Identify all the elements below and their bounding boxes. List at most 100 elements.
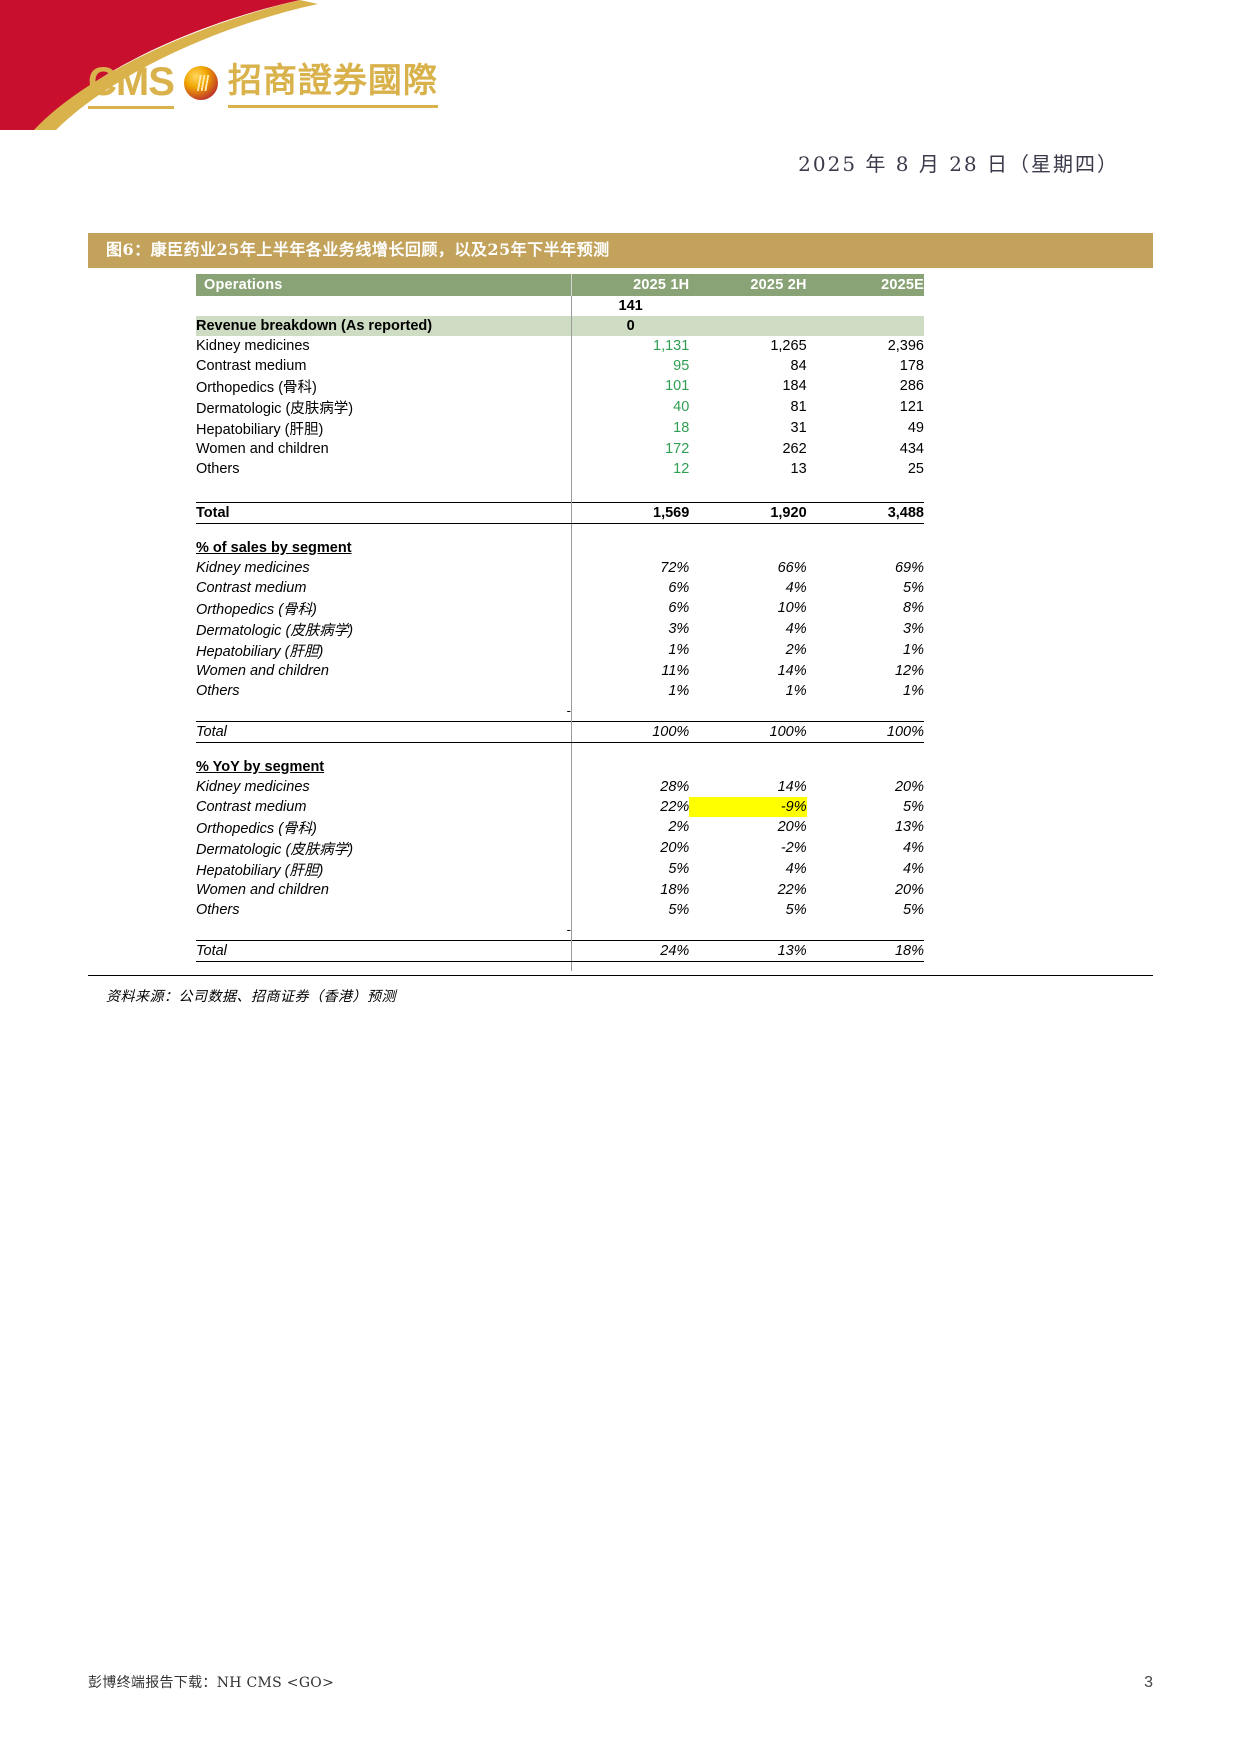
cell-2025e: 1% bbox=[903, 682, 924, 699]
page-footer: 彭博终端报告下载：NH CMS <GO> 3 bbox=[88, 1672, 1153, 1692]
cell-2025-1h: 2% bbox=[570, 816, 690, 838]
table-row: Hepatobiliary (肝胆) 1% 2% 1% bbox=[196, 639, 924, 661]
cell-2025-2h: 1,265 bbox=[770, 337, 807, 354]
cell-2025-1h: 24% bbox=[570, 939, 690, 962]
company-logo: CMS 招商證券國際 bbox=[88, 62, 438, 109]
table-row: Orthopedics (骨科) 6% 10% 8% bbox=[196, 597, 924, 619]
cell-2025-2h: 31 bbox=[790, 420, 807, 437]
spacer-row bbox=[196, 523, 924, 538]
logo-text-cn: 招商證券國際 bbox=[227, 62, 438, 108]
column-header-2025-2h: 2025 2H bbox=[689, 273, 807, 296]
table-row: Kidney medicines 72% 66% 69% bbox=[196, 557, 924, 578]
cell-2025e: 49 bbox=[907, 420, 924, 437]
cell-2025-1h: 172 bbox=[570, 438, 690, 459]
table-row: Orthopedics (骨科) 2% 20% 13% bbox=[196, 816, 924, 838]
exhibit-block: 图6：康臣药业25年上半年各业务线增长回顾，以及25年下半年预测 Operati… bbox=[88, 233, 1153, 1006]
row-label: Contrast medium bbox=[196, 579, 307, 596]
cell-2025e: 20% bbox=[894, 881, 924, 898]
cell-2025e: 12% bbox=[894, 662, 924, 679]
cell-2025-2h: 13% bbox=[689, 939, 807, 962]
cell-2025-1h: 18% bbox=[570, 879, 690, 900]
row-label: Dermatologic (皮肤病学) bbox=[196, 841, 354, 858]
table-row: Kidney medicines 1,131 1,265 2,396 bbox=[196, 335, 924, 356]
stray-value-0: 0 bbox=[570, 315, 690, 336]
cell-2025e: 18% bbox=[806, 939, 924, 962]
cell-2025-1h: 1,131 bbox=[570, 335, 690, 356]
cell-2025-1h: 72% bbox=[570, 557, 690, 578]
cell-2025-2h: 14% bbox=[777, 662, 807, 679]
source-divider bbox=[88, 974, 1153, 976]
row-label: Contrast medium bbox=[196, 357, 307, 374]
dash-row: - bbox=[196, 700, 924, 722]
cell-2025-1h: 11% bbox=[570, 660, 690, 681]
cell-2025-2h: 22% bbox=[777, 881, 807, 898]
row-label: Women and children bbox=[196, 662, 329, 679]
table-row: Kidney medicines 28% 14% 20% bbox=[196, 776, 924, 797]
cell-2025-2h: 5% bbox=[785, 901, 807, 918]
segment-breakdown-table: Operations 2025 1H 2025 2H 2025E 141 Rev… bbox=[196, 273, 924, 971]
spacer-row bbox=[196, 478, 924, 493]
cell-2025e: 3,488 bbox=[806, 501, 924, 524]
cell-2025-1h: 22% bbox=[570, 796, 690, 817]
cell-2025e: 25 bbox=[907, 460, 924, 477]
cell-2025e: 2,396 bbox=[887, 337, 924, 354]
column-header-2025-1h: 2025 1H bbox=[570, 273, 690, 296]
cell-2025-2h: 262 bbox=[782, 440, 807, 457]
table-row: Contrast medium 6% 4% 5% bbox=[196, 577, 924, 598]
cell-2025-2h: 84 bbox=[790, 357, 807, 374]
cell-2025e: 5% bbox=[903, 901, 924, 918]
cell-2025e: 20% bbox=[894, 778, 924, 795]
page-number: 3 bbox=[1144, 1674, 1153, 1691]
section-heading-pct-of-sales: % of sales by segment bbox=[196, 537, 924, 558]
row-label: Total bbox=[196, 501, 572, 524]
cell-2025e: 4% bbox=[903, 861, 924, 878]
cell-2025-2h: 4% bbox=[785, 861, 807, 878]
cell-2025-1h: 5% bbox=[570, 858, 690, 880]
section-heading-pct-yoy: % YoY by segment bbox=[196, 756, 924, 777]
cell-2025-1h: 1,569 bbox=[570, 501, 690, 524]
dash-marker: - bbox=[566, 922, 571, 938]
cell-2025-2h: 184 bbox=[782, 378, 807, 395]
table-row: Women and children 18% 22% 20% bbox=[196, 879, 924, 900]
cell-2025e: 178 bbox=[899, 357, 924, 374]
cell-2025e: 121 bbox=[899, 399, 924, 416]
spacer-row bbox=[196, 492, 924, 503]
total-row-pct-yoy: Total 24% 13% 18% bbox=[196, 939, 924, 962]
cell-2025e: 286 bbox=[899, 378, 924, 395]
row-label: Orthopedics (骨科) bbox=[196, 601, 317, 618]
table-row: Others 5% 5% 5% bbox=[196, 899, 924, 920]
column-header-2025e: 2025E bbox=[806, 273, 924, 296]
logo-text-en: CMS bbox=[88, 62, 175, 109]
row-label: Orthopedics (骨科) bbox=[196, 820, 317, 837]
table-row: Dermatologic (皮肤病学) 40 81 121 bbox=[196, 396, 924, 418]
cell-2025e: 13% bbox=[894, 819, 924, 836]
cell-2025e: 434 bbox=[899, 440, 924, 457]
spacer-row bbox=[196, 742, 924, 757]
dash-row: - bbox=[196, 919, 924, 941]
row-label: Others bbox=[196, 682, 240, 699]
cell-2025-2h: 10% bbox=[777, 600, 807, 617]
table-row: Others 1% 1% 1% bbox=[196, 680, 924, 701]
table-row: 141 bbox=[196, 295, 924, 316]
cell-2025-1h: 6% bbox=[570, 577, 690, 598]
cell-2025e: 5% bbox=[903, 798, 924, 815]
row-label: Women and children bbox=[196, 440, 329, 457]
cell-2025-1h: 6% bbox=[570, 597, 690, 619]
cell-2025-2h: 81 bbox=[790, 399, 807, 416]
table-row: Contrast medium 95 84 178 bbox=[196, 355, 924, 376]
cell-2025-1h: 100% bbox=[570, 720, 690, 743]
row-label: Contrast medium bbox=[196, 798, 307, 815]
row-label: Others bbox=[196, 460, 240, 477]
cell-2025-2h: 1% bbox=[785, 682, 807, 699]
row-label: Dermatologic (皮肤病学) bbox=[196, 400, 354, 417]
table-row: Hepatobiliary (肝胆) 18 31 49 bbox=[196, 417, 924, 439]
cell-2025e: 69% bbox=[894, 559, 924, 576]
row-label: Total bbox=[196, 939, 572, 962]
row-label: Kidney medicines bbox=[196, 337, 310, 354]
table-row: Contrast medium 22% -9% 5% bbox=[196, 796, 924, 817]
section-heading-label: % of sales by segment bbox=[196, 539, 352, 556]
cell-2025-1h: 20% bbox=[570, 837, 690, 859]
cell-2025-2h: 4% bbox=[785, 621, 807, 638]
cell-2025e: 5% bbox=[903, 579, 924, 596]
table-row: Orthopedics (骨科) 101 184 286 bbox=[196, 375, 924, 397]
